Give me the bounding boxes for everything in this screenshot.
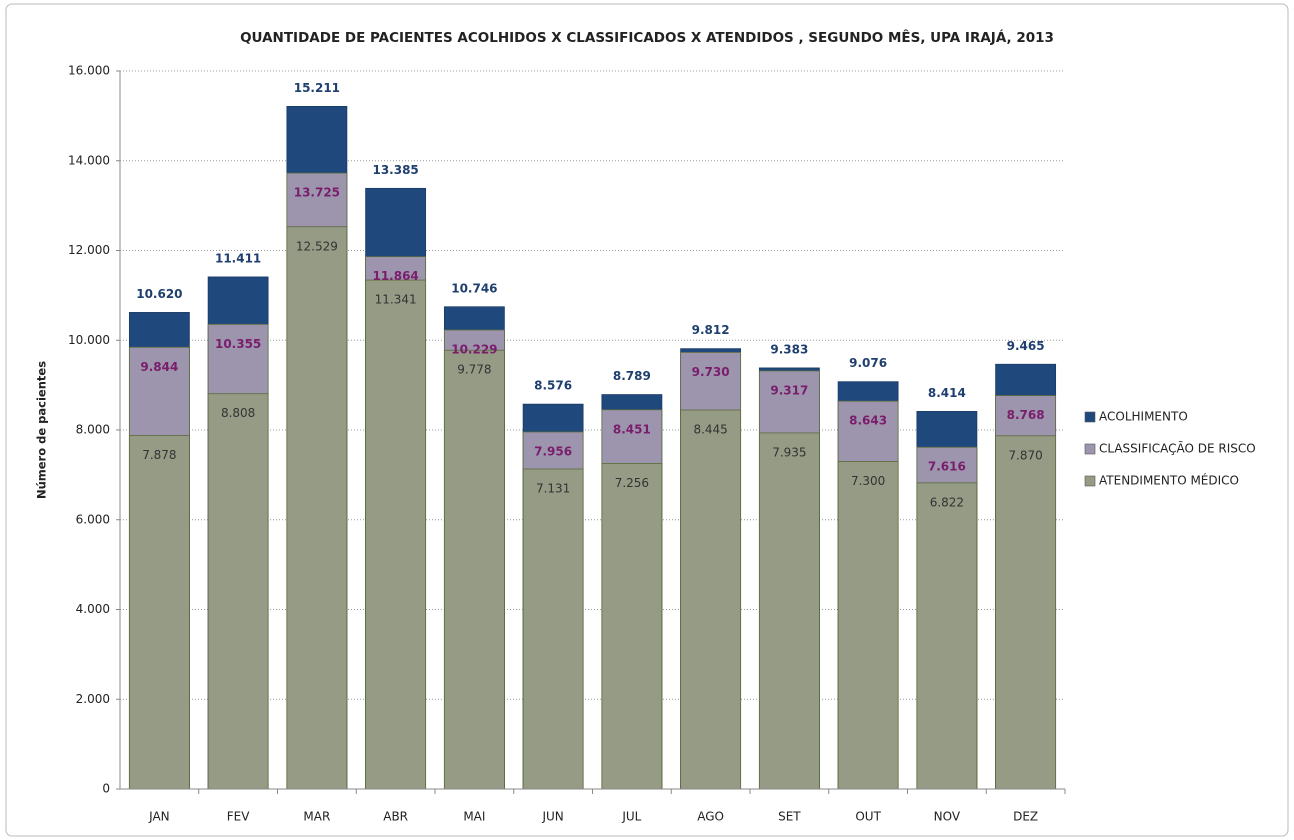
legend-swatch bbox=[1084, 475, 1096, 487]
data-label: 7.870 bbox=[1008, 448, 1042, 462]
x-tick-label: JAN bbox=[148, 810, 170, 824]
y-tick-label: 16.000 bbox=[68, 64, 110, 78]
bar bbox=[443, 349, 505, 790]
y-tick-label: 6.000 bbox=[76, 512, 110, 526]
y-tick-label: 0 bbox=[102, 782, 110, 796]
x-tick-label: MAR bbox=[303, 810, 330, 824]
data-label: 9.812 bbox=[692, 323, 730, 337]
data-label: 10.746 bbox=[451, 281, 497, 295]
data-label: 10.620 bbox=[136, 287, 182, 301]
y-tick-label: 14.000 bbox=[68, 153, 110, 167]
data-label: 9.778 bbox=[457, 363, 491, 377]
data-label: 6.822 bbox=[930, 495, 964, 509]
data-label: 7.878 bbox=[142, 448, 176, 462]
data-label: 11.411 bbox=[215, 251, 261, 265]
x-tick-label: OUT bbox=[855, 810, 881, 824]
y-tick-label: 2.000 bbox=[76, 692, 110, 706]
bar bbox=[916, 482, 978, 790]
bar bbox=[758, 432, 820, 790]
y-tick-label: 10.000 bbox=[68, 333, 110, 347]
data-label: 10.229 bbox=[451, 342, 497, 356]
bar bbox=[128, 435, 190, 790]
legend-label: CLASSIFICAÇÃO DE RISCO bbox=[1099, 441, 1256, 456]
data-label: 13.385 bbox=[372, 163, 418, 177]
data-label: 11.341 bbox=[375, 293, 417, 307]
legend-swatch bbox=[1084, 411, 1096, 423]
data-label: 8.445 bbox=[693, 423, 727, 437]
y-tick-label: 8.000 bbox=[76, 423, 110, 437]
x-tick-label: SET bbox=[778, 810, 801, 824]
data-label: 8.414 bbox=[928, 386, 966, 400]
data-label: 7.956 bbox=[534, 444, 572, 458]
data-label: 8.576 bbox=[534, 379, 572, 393]
bar bbox=[207, 393, 269, 790]
x-tick-label: JUL bbox=[621, 810, 641, 824]
x-tick-label: MAI bbox=[463, 810, 485, 824]
data-label: 13.725 bbox=[294, 186, 340, 200]
legend-label: ATENDIMENTO MÉDICO bbox=[1099, 473, 1239, 488]
data-label: 10.355 bbox=[215, 337, 261, 351]
data-label: 7.616 bbox=[928, 460, 966, 474]
bar bbox=[680, 409, 742, 790]
x-tick-label: AGO bbox=[697, 810, 724, 824]
y-tick-label: 12.000 bbox=[68, 243, 110, 257]
data-label: 8.808 bbox=[221, 406, 255, 420]
data-label: 8.789 bbox=[613, 369, 651, 383]
x-tick-label: JUN bbox=[541, 810, 563, 824]
bar bbox=[522, 468, 584, 790]
bar bbox=[601, 462, 663, 790]
y-axis-label: Número de pacientes bbox=[35, 361, 49, 499]
data-label: 8.768 bbox=[1007, 408, 1045, 422]
data-label: 9.844 bbox=[140, 360, 178, 374]
data-label: 15.211 bbox=[294, 81, 340, 95]
data-label: 12.529 bbox=[296, 239, 338, 253]
data-label: 7.935 bbox=[772, 445, 806, 459]
data-label: 8.643 bbox=[849, 414, 887, 428]
data-label: 8.451 bbox=[613, 422, 651, 436]
bar bbox=[995, 435, 1057, 790]
x-tick-label: DEZ bbox=[1013, 810, 1038, 824]
bar bbox=[286, 226, 348, 790]
data-label: 9.076 bbox=[849, 356, 887, 370]
data-label: 7.300 bbox=[851, 474, 885, 488]
x-tick-label: NOV bbox=[934, 810, 961, 824]
x-tick-label: FEV bbox=[227, 810, 250, 824]
x-tick-label: ABR bbox=[383, 810, 408, 824]
data-label: 7.131 bbox=[536, 481, 570, 495]
legend-label: ACOLHIMENTO bbox=[1099, 410, 1188, 424]
bar bbox=[365, 279, 427, 790]
data-label: 9.730 bbox=[692, 365, 730, 379]
data-label: 7.256 bbox=[615, 476, 649, 490]
legend-swatch bbox=[1084, 443, 1096, 455]
chart-title: QUANTIDADE DE PACIENTES ACOLHIDOS X CLAS… bbox=[240, 29, 1054, 46]
data-label: 11.864 bbox=[372, 269, 418, 283]
y-tick-label: 4.000 bbox=[76, 602, 110, 616]
data-label: 9.465 bbox=[1007, 339, 1045, 353]
data-label: 9.317 bbox=[770, 383, 808, 397]
bar bbox=[837, 461, 899, 790]
data-label: 9.383 bbox=[770, 342, 808, 356]
